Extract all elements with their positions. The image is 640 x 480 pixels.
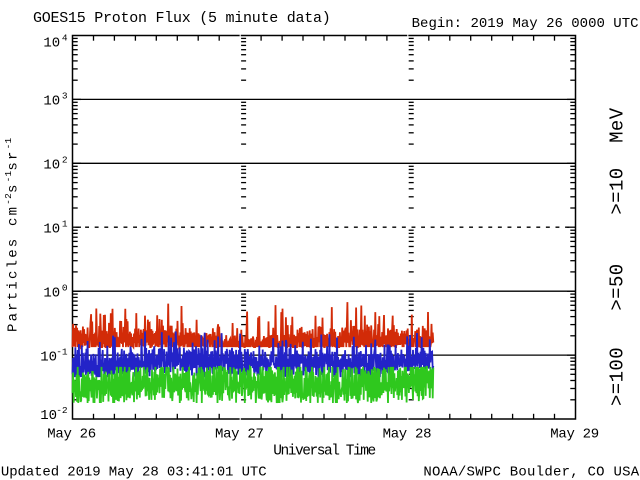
svg-text:4: 4 xyxy=(62,32,68,43)
svg-text:10: 10 xyxy=(43,221,60,237)
svg-text:Begin: 2019 May 26 0000 UTC: Begin: 2019 May 26 0000 UTC xyxy=(412,16,639,32)
svg-text:2: 2 xyxy=(62,155,68,166)
svg-text:>=100: >=100 xyxy=(606,347,628,406)
svg-text:10: 10 xyxy=(40,408,57,424)
svg-text:-2: -2 xyxy=(56,405,68,416)
svg-text:MeV: MeV xyxy=(606,107,628,143)
svg-text:GOES15 Proton Flux (5 minute d: GOES15 Proton Flux (5 minute data) xyxy=(33,10,331,27)
svg-text:NOAA/SWPC Boulder, CO USA: NOAA/SWPC Boulder, CO USA xyxy=(423,464,639,480)
svg-text:May 27: May 27 xyxy=(215,426,264,442)
svg-text:May 29: May 29 xyxy=(550,426,599,442)
svg-text:Particles cm-2s-1sr-1: Particles cm-2s-1sr-1 xyxy=(3,137,21,332)
svg-text:10: 10 xyxy=(40,349,57,365)
svg-text:1: 1 xyxy=(62,218,68,229)
svg-text:Updated 2019 May 28 03:41:01 U: Updated 2019 May 28 03:41:01 UTC xyxy=(1,464,267,480)
svg-text:3: 3 xyxy=(62,91,68,102)
svg-text:May 28: May 28 xyxy=(383,426,432,442)
svg-text:10: 10 xyxy=(43,94,60,110)
svg-text:10: 10 xyxy=(43,158,60,174)
svg-text:>=50: >=50 xyxy=(606,263,628,310)
svg-text:May 26: May 26 xyxy=(47,426,96,442)
svg-text:-1: -1 xyxy=(56,346,68,357)
svg-text:10: 10 xyxy=(43,285,60,301)
svg-text:0: 0 xyxy=(62,282,68,293)
svg-text:>=10: >=10 xyxy=(606,167,628,214)
svg-text:10: 10 xyxy=(43,35,60,51)
svg-text:Universal Time: Universal Time xyxy=(273,443,375,459)
